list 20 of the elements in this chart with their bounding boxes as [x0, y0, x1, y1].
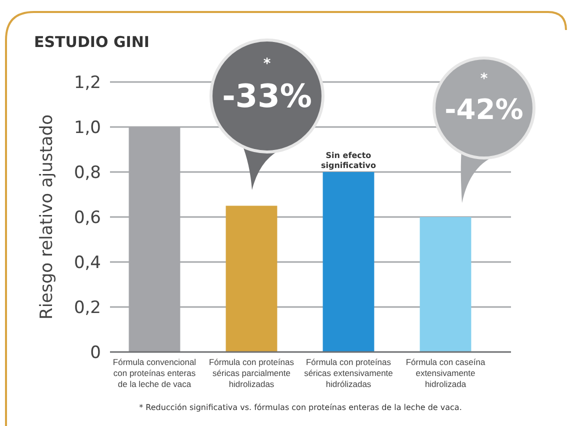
bar: [226, 206, 278, 352]
bar: [322, 172, 374, 352]
y-tick-label: 0,4: [74, 253, 101, 273]
x-tick-label: Fórmula con proteínas séricas parcialmente hidrolizadas: [208, 357, 294, 389]
x-tick-label: Fórmula con caseína extensivamente hidrolizada: [406, 357, 486, 389]
x-tick-label: Fórmula convencional con proteínas enteras de la leche de vaca: [112, 357, 196, 389]
y-tick-label: 0,6: [74, 208, 101, 228]
y-axis-title: Riesgo relativo ajustado: [37, 114, 57, 320]
y-tick-label: 0: [90, 343, 101, 363]
annotation: * -42%: [444, 71, 524, 126]
bar: [420, 217, 472, 352]
y-tick-label: 1,2: [74, 73, 101, 93]
y-tick-label: 0,8: [74, 163, 101, 183]
y-tick-label: 1,0: [74, 118, 101, 138]
annotation: * -33%: [222, 56, 312, 115]
chart-title: ESTUDIO GINI: [34, 33, 150, 51]
y-tick-label: 0,2: [74, 298, 101, 318]
text: * Reducción significativa vs. fórmulas con proteínas enteras de la leche de vaca.: [139, 403, 462, 412]
x-tick-label: Fórmula con proteínas séricas extensivamente hidrólizadas: [304, 357, 394, 389]
annotation: Sin efecto significativo: [320, 151, 377, 170]
